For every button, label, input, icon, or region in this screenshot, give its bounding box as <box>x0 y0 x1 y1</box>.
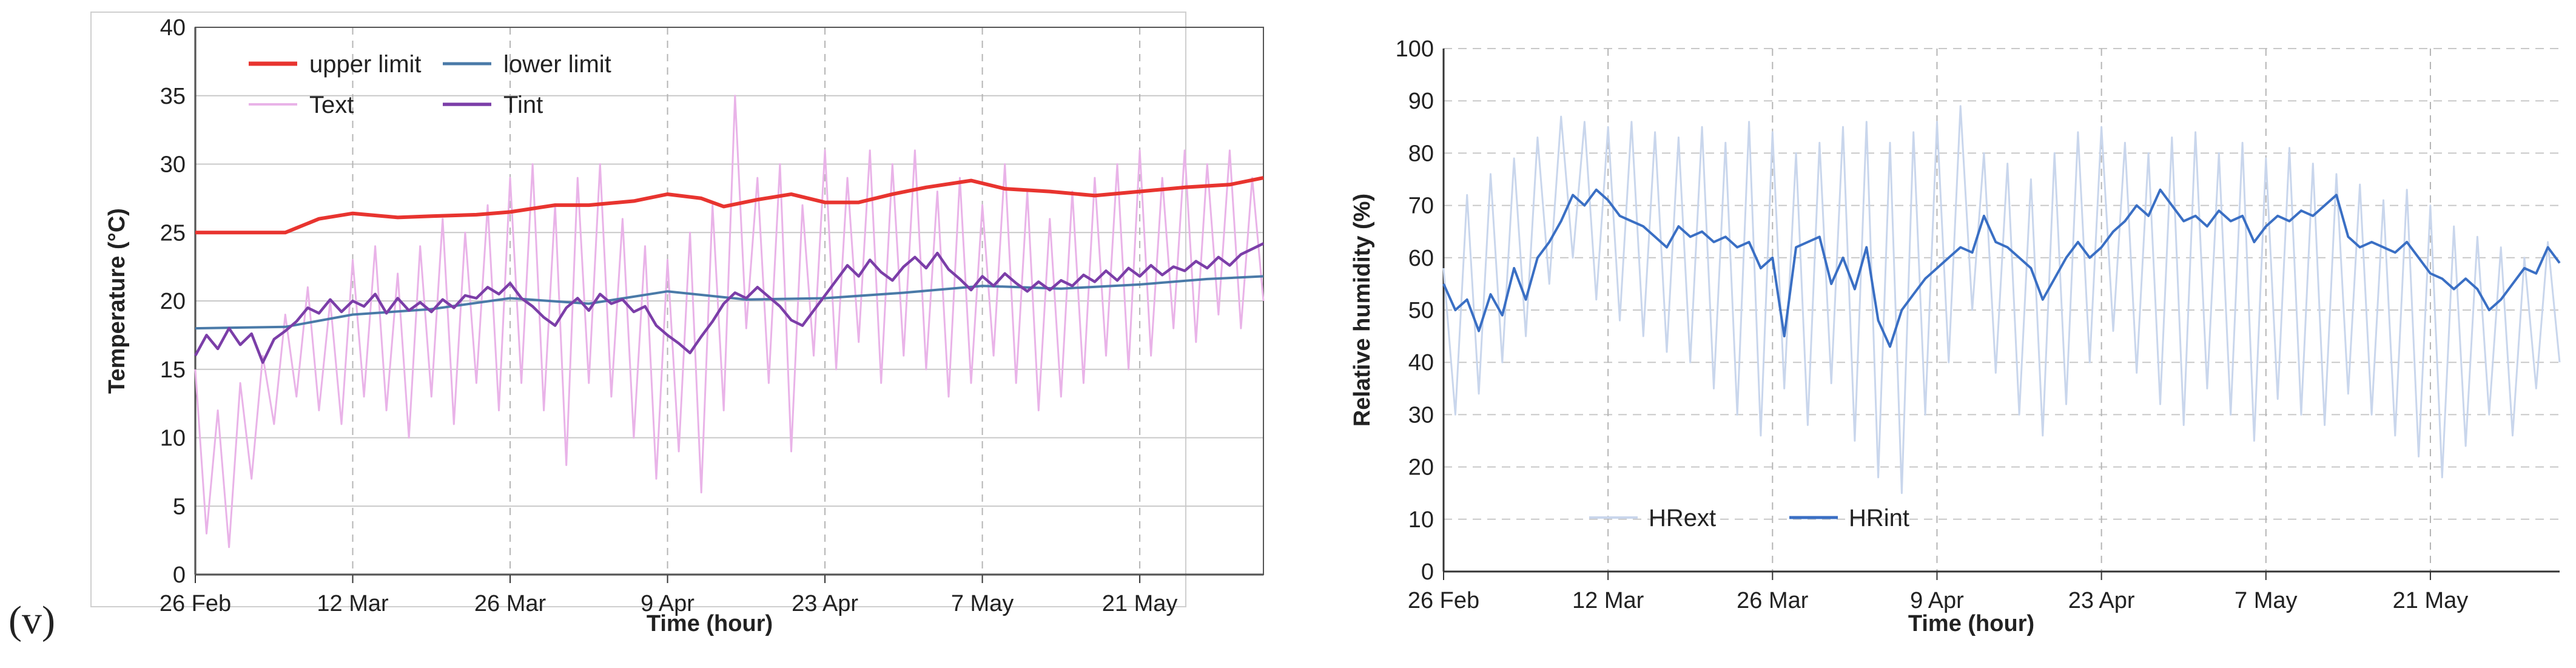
y-tick-label: 30 <box>160 152 186 178</box>
x-tick-label: 26 Mar <box>474 591 546 616</box>
x-tick-label: 9 Apr <box>1910 588 1964 613</box>
x-axis-label: Time (hour) <box>647 611 773 636</box>
x-tick-label: 26 Mar <box>1737 588 1809 613</box>
x-tick-label: 7 May <box>951 591 1014 616</box>
y-tick-label: 10 <box>160 426 186 451</box>
x-tick-label: 12 Mar <box>1572 588 1644 613</box>
y-tick-label: 80 <box>1408 141 1434 166</box>
y-tick-label: 0 <box>1421 559 1434 585</box>
series-line-text <box>194 95 1265 548</box>
legend-label-lower-limit: lower limit <box>503 51 611 78</box>
y-tick-label: 90 <box>1408 89 1434 114</box>
panel-label: (v) <box>8 598 55 643</box>
y-tick-label: 70 <box>1408 194 1434 219</box>
legend-label-text: Text <box>309 92 354 118</box>
legend-label-hrext: HRext <box>1649 505 1716 531</box>
chart-2: 0 10 20 30 40 50 60 70 80 90 100 26 Feb 12 Mar 26 Mar… <box>1350 36 2561 636</box>
y-tick-label: 0 <box>173 562 186 588</box>
legend-label-tint: Tint <box>503 92 543 118</box>
y-tick-label: 50 <box>1408 298 1434 323</box>
y-tick-label: 15 <box>160 357 186 383</box>
chart-border <box>90 12 1186 607</box>
y-axis-label: Relative humidity (%) <box>1350 194 1375 427</box>
series-line-hrint <box>1442 188 2561 348</box>
x-tick-label: 23 Apr <box>792 591 858 616</box>
x-tick-label: 12 Mar <box>317 591 389 616</box>
y-tick-label: 25 <box>160 220 186 246</box>
y-tick-label: 20 <box>160 289 186 314</box>
legend-label-hrint: HRint <box>1849 505 1909 531</box>
x-tick-label: 26 Feb <box>1408 588 1479 613</box>
y-tick-label: 30 <box>1408 402 1434 428</box>
y-tick-label: 35 <box>160 84 186 109</box>
series-line-hrext <box>1442 105 2561 494</box>
y-tick-label: 20 <box>1408 455 1434 481</box>
x-tick-label: 21 May <box>2393 588 2469 613</box>
y-tick-label: 10 <box>1408 507 1434 533</box>
y-tick-label: 60 <box>1408 246 1434 271</box>
x-tick-label: 23 Apr <box>2068 588 2135 613</box>
x-axis-label: Time (hour) <box>1908 611 2034 636</box>
y-tick-label: 40 <box>160 15 186 41</box>
legend-label-upper-limit: upper limit <box>309 51 422 78</box>
y-axis-label: Temperature (°C) <box>104 208 130 394</box>
y-tick-label: 40 <box>1408 350 1434 376</box>
series-line-tint <box>194 242 1264 364</box>
x-tick-label: 21 May <box>1102 591 1178 616</box>
y-tick-label: 100 <box>1396 36 1434 62</box>
series-line-upper-limit <box>195 176 1264 235</box>
chart-1: 0 5 10 15 20 25 30 35 40 26 Feb 12 Mar 26 Mar 9 Apr 2… <box>90 12 1265 636</box>
x-tick-label: 7 May <box>2235 588 2297 613</box>
y-tick-label: 5 <box>173 494 186 519</box>
x-tick-label: 26 Feb <box>160 591 231 616</box>
x-tick-label: 9 Apr <box>641 591 694 616</box>
